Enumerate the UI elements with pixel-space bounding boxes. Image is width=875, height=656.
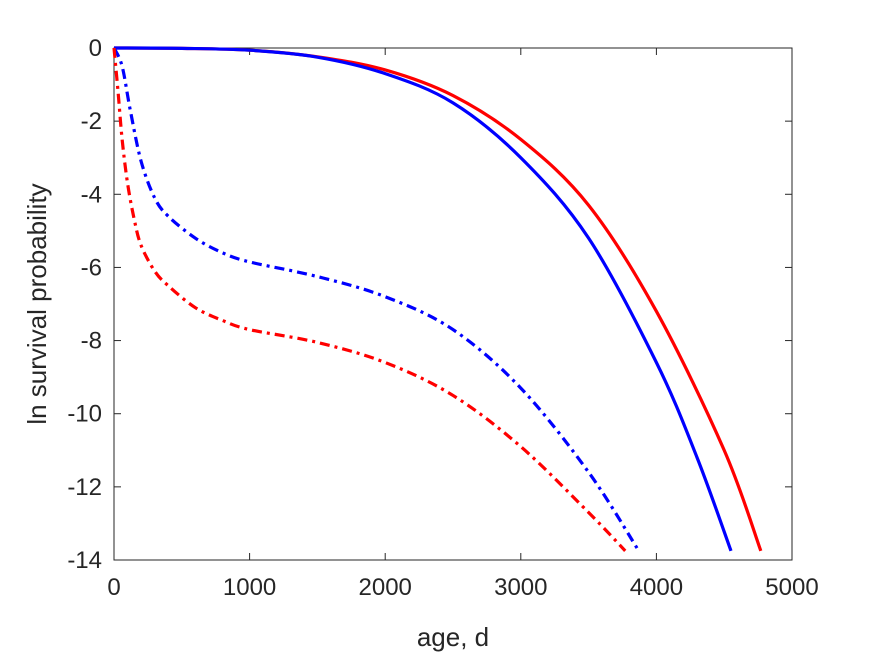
x-tick-label: 3000 bbox=[494, 574, 547, 601]
x-tick-label: 1000 bbox=[223, 574, 276, 601]
x-tick-label: 5000 bbox=[765, 574, 818, 601]
y-tick-label: -8 bbox=[81, 328, 102, 355]
y-tick-label: -14 bbox=[67, 547, 102, 574]
y-tick-label: -4 bbox=[81, 181, 102, 208]
y-tick-label: -6 bbox=[81, 254, 102, 281]
series-line-3 bbox=[112, 47, 641, 552]
y-tick-label: -2 bbox=[81, 108, 102, 135]
x-axis-label: age, d bbox=[417, 622, 489, 652]
y-axis-label: ln survival probability bbox=[22, 183, 52, 424]
y-tick-label: -10 bbox=[67, 401, 102, 428]
series-layer bbox=[112, 46, 763, 552]
y-tick-label: -12 bbox=[67, 474, 102, 501]
series-line-4 bbox=[112, 47, 627, 552]
x-tick-label: 4000 bbox=[630, 574, 683, 601]
y-tick-label: 0 bbox=[89, 35, 102, 62]
x-tick-label: 2000 bbox=[359, 574, 412, 601]
x-tick-label: 0 bbox=[107, 574, 120, 601]
series-line-1 bbox=[113, 46, 763, 552]
series-line-2 bbox=[113, 46, 733, 552]
plot-frame bbox=[113, 47, 793, 561]
axes: 0 1000 2000 3000 4000 5000 0 -2 -4 -6 -8 -10 -12 -14 bbox=[67, 35, 818, 601]
